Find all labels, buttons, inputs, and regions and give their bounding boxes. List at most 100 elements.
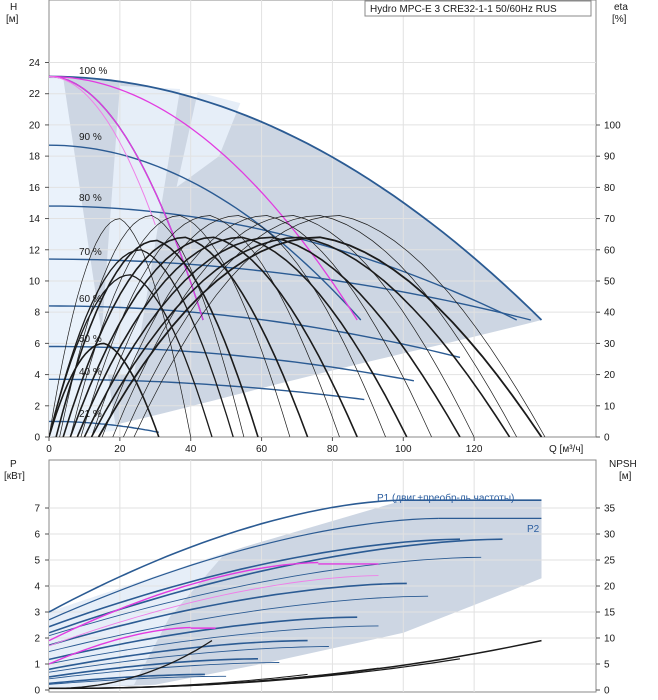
npsh-axis-unit: [м]: [619, 471, 632, 482]
p2-speed-curve: [49, 625, 379, 665]
npsh-tick-label: 30: [604, 530, 616, 541]
eta-curve-thin: [133, 215, 546, 437]
eta-curve-thin: [91, 215, 386, 437]
eta-tick-label: 90: [604, 152, 616, 163]
speed-label-50: 50 %: [79, 334, 102, 345]
eta-tick-label: 40: [604, 308, 616, 319]
speed-label-100: 100 %: [79, 66, 107, 77]
chart-title: Hydro MPC-E 3 CRE32-1-1 50/60Hz RUS: [370, 4, 557, 15]
p-axis-label: P: [10, 459, 17, 470]
p2-speed-curve: [49, 675, 227, 685]
q-axis-label: Q [м³/ч]: [549, 444, 584, 455]
h-tick-label: 12: [29, 245, 41, 256]
p2-speed-curve: [49, 556, 482, 637]
eta-axis-label: eta: [614, 2, 628, 13]
eta-curve-thin: [59, 215, 245, 437]
eta-curve: [83, 236, 461, 437]
speed-labels: 100 % 90 % 80 % 70 % 60 % 50 % 40 % 21 %: [79, 66, 107, 420]
speed-label-21: 21 %: [79, 409, 102, 420]
h-tick-label: 20: [29, 120, 41, 131]
p2-speed-curve: [49, 662, 280, 680]
hq-2pump-curve: [49, 75, 358, 321]
npsh-tick-label: 25: [604, 556, 616, 567]
bottom-grid: [49, 460, 596, 692]
hq-1pump-thin: [49, 76, 156, 225]
h-tick-label: 8: [34, 308, 40, 319]
speed-curve: [49, 258, 531, 321]
q-tick-label: 80: [327, 444, 339, 455]
npsh-tick-label: 20: [604, 582, 616, 593]
speed-label-70: 70 %: [79, 247, 102, 258]
h-tick-label: 22: [29, 89, 41, 100]
npsh-curve: [49, 673, 308, 689]
npsh-tick-label: 35: [604, 504, 616, 515]
operating-area-band-2: [176, 92, 241, 188]
npsh-axis-label: NPSH: [609, 459, 637, 470]
npsh-tick-label: 0: [604, 686, 610, 697]
h-tick-label: 6: [34, 339, 40, 350]
p1-series-label: P1 (двиг.+преобр-ль частоты): [377, 492, 514, 504]
speed-label-90: 90 %: [79, 132, 102, 143]
h-tick-label: 24: [29, 58, 41, 69]
speed-curve: [49, 378, 365, 401]
eta-curve-thin: [69, 215, 291, 437]
eta-tick-label: 80: [604, 183, 616, 194]
q-tick-label: 20: [114, 444, 126, 455]
eta-curve: [97, 236, 543, 437]
p-tick-label: 7: [34, 504, 40, 515]
eta-curve-thin: [80, 215, 340, 437]
p1-speed-curve: [49, 673, 205, 685]
h-tick-label: 0: [34, 433, 40, 444]
eta-tick-label: 0: [604, 433, 610, 444]
h-tick-label: 2: [34, 401, 40, 412]
p1-magenta-1pump: [49, 626, 191, 665]
p-tick-label: 3: [34, 608, 40, 619]
p1-magenta-2pump: [49, 561, 319, 642]
q-tick-label: 40: [185, 444, 197, 455]
q-tick-label: 60: [256, 444, 268, 455]
p-tick-label: 1: [34, 660, 40, 671]
speed-label-80: 80 %: [79, 193, 102, 204]
q-tick-label: 0: [46, 444, 52, 455]
bottom-curves: [49, 499, 542, 690]
q-tick-label: 120: [466, 444, 483, 455]
p-tick-label: 5: [34, 556, 40, 567]
speed-curve: [49, 144, 362, 321]
npsh-curve-1pump: [49, 640, 213, 690]
top-curves: [49, 75, 546, 437]
hq-1pump-curve: [49, 75, 204, 321]
eta-tick-label: 10: [604, 401, 616, 412]
h-axis-label: H: [10, 2, 17, 13]
p-axis-unit: [кВт]: [4, 471, 25, 482]
h-tick-label: 10: [29, 276, 41, 287]
p-tick-label: 0: [34, 686, 40, 697]
eta-tick-label: 20: [604, 370, 616, 381]
eta-curve: [69, 236, 358, 437]
eta-tick-label: 30: [604, 339, 616, 350]
h-tick-label: 16: [29, 183, 41, 194]
p1-speed-curve-2: [49, 538, 503, 634]
p1-speed-curve: [49, 616, 358, 661]
p-tick-label: 4: [34, 582, 40, 593]
h-tick-label: 14: [29, 214, 41, 225]
chart-title-box: [364, 0, 592, 17]
eta-tick-label: 70: [604, 214, 616, 225]
eta-tick-label: 60: [604, 245, 616, 256]
p1-speed-curve: [49, 582, 407, 646]
speed-curve: [49, 205, 518, 321]
p-tick-label: 6: [34, 530, 40, 541]
eta-curve-small: [49, 342, 160, 437]
speed-curve: [49, 345, 415, 382]
max-hq-curve: [49, 75, 543, 321]
p2-curve-max: [49, 517, 439, 621]
eta-curve: [55, 239, 259, 437]
speed-curve: [49, 305, 461, 359]
speed-label-40: 40 %: [79, 367, 102, 378]
eta-axis-unit: [%]: [612, 14, 627, 25]
eta-curve: [90, 236, 511, 437]
p2-series-label: P2: [527, 524, 540, 535]
eta-curve-thin: [123, 215, 518, 437]
q-tick-label: 100: [395, 444, 412, 455]
power-area-fill: [49, 500, 542, 689]
